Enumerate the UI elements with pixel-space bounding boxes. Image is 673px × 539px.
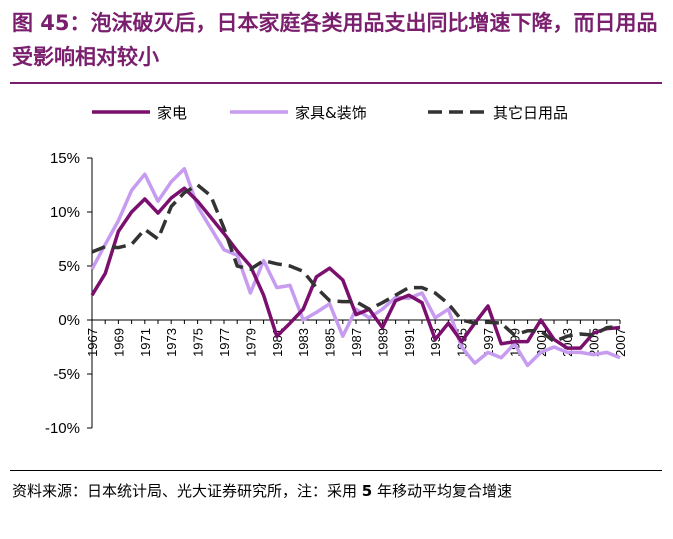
x-tick-label: 1971 bbox=[138, 328, 153, 357]
series-line-other bbox=[91, 183, 621, 344]
y-tick-label: 15% bbox=[50, 150, 80, 167]
x-tick-label: 1967 bbox=[85, 328, 100, 357]
x-tick-label: 1987 bbox=[349, 328, 364, 357]
figure-title: 图 45：泡沫破灭后，日本家庭各类用品支出同比增速下降，而日用品受影响相对较小 bbox=[12, 11, 658, 69]
source-prefix: 资料来源：日本统计局、光大证券研究所，注：采用 bbox=[12, 482, 362, 500]
x-tick-label: 1991 bbox=[402, 328, 417, 357]
legend-label-other: 其它日用品 bbox=[493, 104, 568, 122]
x-tick-label: 1977 bbox=[217, 328, 232, 357]
source-suffix: 年移动平均复合增速 bbox=[372, 482, 512, 500]
figure-source: 资料来源：日本统计局、光大证券研究所，注：采用 5 年移动平均复合增速 bbox=[12, 478, 662, 505]
y-tick-label: -10% bbox=[45, 420, 80, 437]
series-line-furniture bbox=[90, 167, 621, 368]
x-tick-label: 1997 bbox=[481, 328, 496, 357]
x-tick-label: 1973 bbox=[164, 328, 179, 357]
x-tick-label: 1975 bbox=[191, 328, 206, 357]
line-chart: 15% 10% 5% 0% -5% -10% 1967 1969 1971 1973 1975 197… bbox=[45, 104, 628, 437]
y-tick-label: 10% bbox=[50, 204, 80, 221]
x-tick-label: 1983 bbox=[296, 328, 311, 357]
legend-label-furniture: 家具&装饰 bbox=[295, 104, 367, 122]
x-tick-label: 1969 bbox=[111, 328, 126, 357]
x-tick-label: 1981 bbox=[270, 328, 285, 357]
x-tick-label: 1985 bbox=[323, 328, 338, 357]
y-tick-label: 0% bbox=[58, 312, 80, 329]
x-tick-label: 1979 bbox=[243, 328, 258, 357]
source-number: 5 bbox=[361, 482, 373, 500]
y-tick-label: -5% bbox=[53, 366, 80, 383]
x-tick-label: 2007 bbox=[613, 328, 628, 357]
series-line-appliances bbox=[90, 186, 621, 350]
x-tick-label: 1989 bbox=[375, 328, 390, 357]
footer-rule bbox=[10, 470, 662, 471]
title-rule bbox=[10, 82, 662, 84]
y-tick-label: 5% bbox=[58, 258, 80, 275]
legend-label-appliances: 家电 bbox=[157, 104, 187, 122]
